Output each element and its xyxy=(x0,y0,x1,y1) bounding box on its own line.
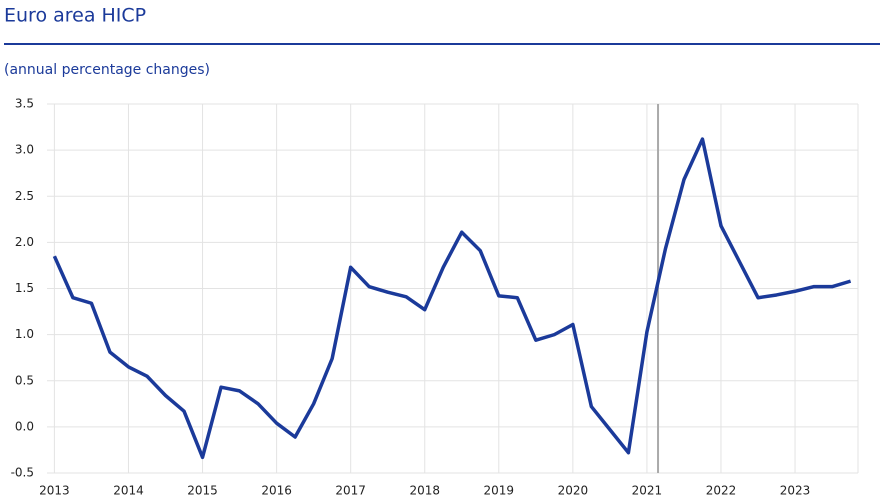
x-tick-label: 2021 xyxy=(632,484,663,498)
y-tick-label: 2.0 xyxy=(15,235,34,249)
y-tick-label: 1.0 xyxy=(15,327,34,341)
x-tick-label: 2016 xyxy=(261,484,292,498)
x-tick-label: 2017 xyxy=(335,484,366,498)
x-tick-label: 2013 xyxy=(39,484,70,498)
y-tick-label: 2.5 xyxy=(15,189,34,203)
x-tick-label: 2015 xyxy=(187,484,218,498)
x-tick-label: 2023 xyxy=(780,484,811,498)
x-tick-label: 2022 xyxy=(706,484,737,498)
y-tick-label: 3.0 xyxy=(15,143,34,157)
y-tick-label: -0.5 xyxy=(11,466,34,480)
chart-subtitle: (annual percentage changes) xyxy=(4,62,210,78)
y-tick-label: 3.5 xyxy=(15,97,34,111)
data-line xyxy=(52,137,852,460)
x-tick-label: 2020 xyxy=(558,484,589,498)
y-tick-label: 1.5 xyxy=(15,281,34,295)
x-tick-label: 2019 xyxy=(484,484,515,498)
chart-title: Euro area HICP xyxy=(4,5,146,27)
y-tick-label: 0.0 xyxy=(15,419,34,433)
x-tick-label: 2014 xyxy=(113,484,144,498)
y-tick-label: 0.5 xyxy=(15,373,34,387)
x-tick-label: 2018 xyxy=(409,484,440,498)
